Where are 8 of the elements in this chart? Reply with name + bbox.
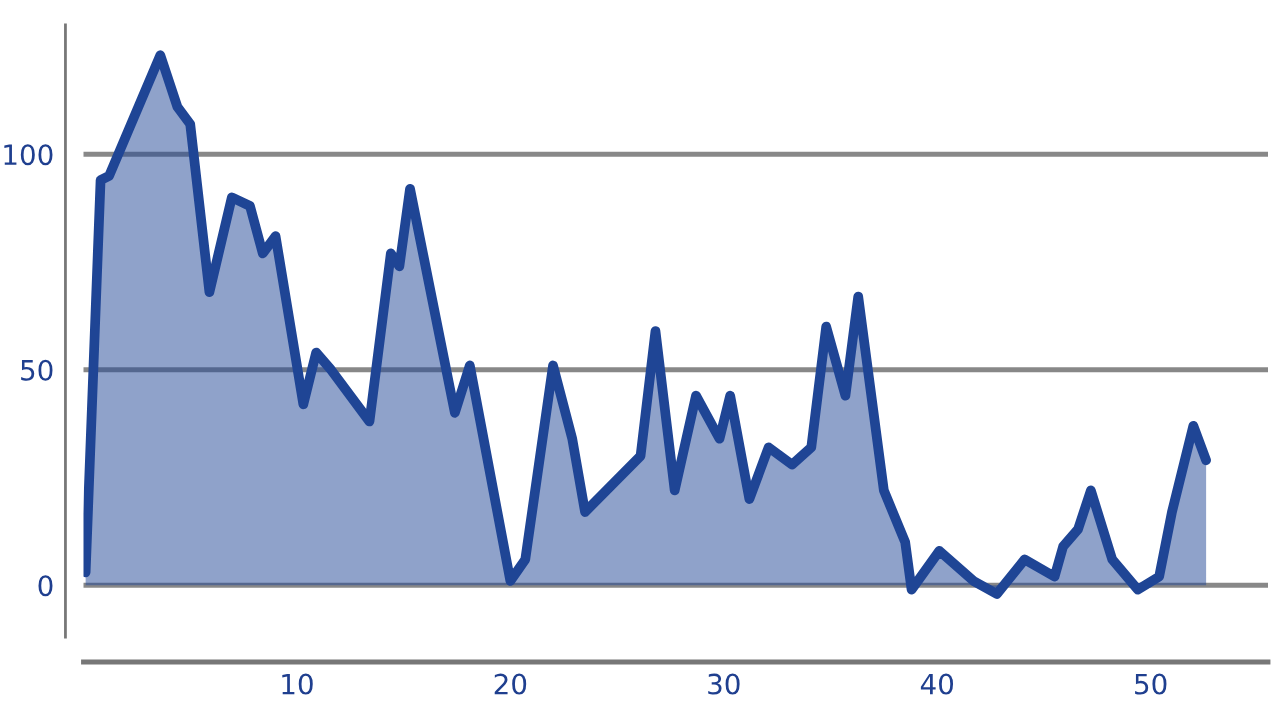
y-tick-label: 50 [21,359,53,381]
x-tick-label: 30 [708,673,740,695]
x-tick-label: 10 [282,673,313,695]
y-tick-label: 0 [38,575,53,597]
y-tick-label: 100 [4,144,53,166]
x-tick-label: 20 [494,673,527,695]
x-tick-label: 50 [1135,673,1167,695]
x-tick-label: 40 [920,673,954,695]
